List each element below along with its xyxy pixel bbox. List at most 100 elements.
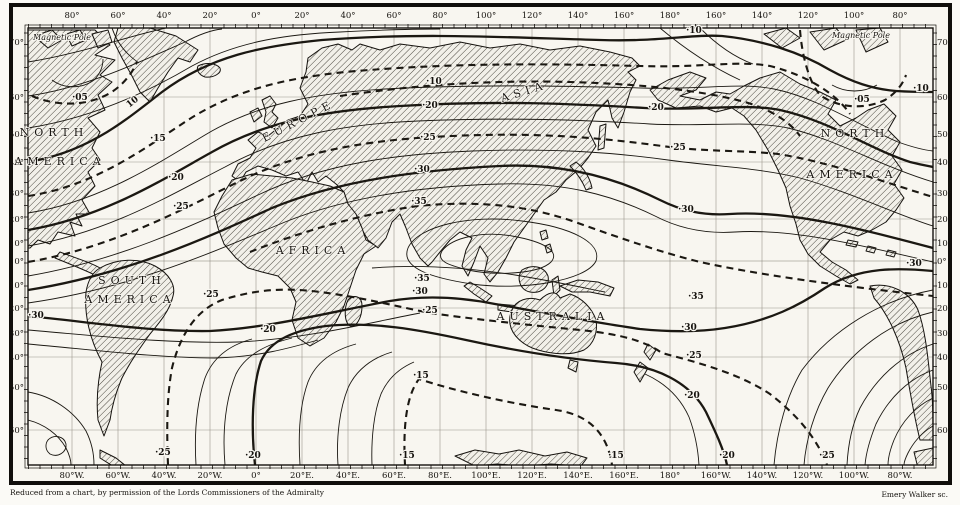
contour-value-label: ·25 — [422, 306, 438, 316]
engraver-credit: Emery Walker sc. — [881, 490, 948, 499]
tick-label-left: 20° — [9, 304, 24, 314]
contour-value-label: ·35 — [411, 197, 427, 207]
isoline-thin — [28, 28, 933, 304]
tick-label-left: 30° — [9, 329, 24, 339]
tick-label-left: 60° — [9, 93, 24, 103]
contour-value-label: ·25 — [819, 451, 835, 461]
longitude-labels-bottom: 80°W. 60°W. 40°W. 20°W. 0° 20°E. 40°E. 60°E. 80°… — [59, 471, 912, 481]
region-label: AFRICA — [275, 244, 351, 257]
tick-label-right: 50° — [937, 383, 952, 393]
tick-label-bottom: 120°W. — [793, 471, 823, 481]
contour-value-label: ·30 — [678, 205, 694, 215]
tick-label-left: 60° — [9, 426, 24, 436]
tick-label-right: 20° — [937, 304, 952, 314]
contour-value-label: ·20 — [260, 325, 276, 335]
tick-label-top: 40° — [156, 11, 171, 21]
contour-value-label: ·30 — [906, 259, 922, 269]
tick-label-left: 40° — [9, 158, 24, 168]
contour-value-label: ·15 — [608, 451, 624, 461]
tick-label-left: 50° — [9, 383, 24, 393]
arctic-island — [65, 29, 87, 47]
tick-label-bottom: 160°W. — [701, 471, 731, 481]
tick-label-bottom: 60°E. — [382, 471, 406, 481]
tick-label-top: 140° — [752, 11, 772, 21]
contour-value-label: ·25 — [203, 290, 219, 300]
tick-label-top: 140° — [568, 11, 588, 21]
antarctica-corner — [913, 447, 933, 465]
region-label: AMERICA — [805, 168, 897, 181]
longitude-labels-top: 80° 60° 40° 20° 0° 20° 40° 60° 80° 100° 120° 140° 16… — [64, 11, 907, 21]
tick-label-right: 30° — [937, 329, 952, 339]
philippines — [539, 229, 549, 241]
tick-label-right: 60° — [937, 426, 952, 436]
isoline-dashed — [28, 29, 933, 465]
tick-label-bottom: 140°E. — [563, 471, 592, 481]
region-label: AMERICA — [83, 293, 175, 306]
tick-label-right: 0° — [937, 257, 947, 267]
magnetic-pole-label: Magnetic Pole — [32, 33, 91, 42]
tick-label-right: 30° — [937, 189, 952, 199]
britain — [261, 95, 279, 129]
australia — [509, 292, 597, 355]
tick-label-top: 0° — [251, 11, 261, 21]
tick-label-bottom: 60°W. — [105, 471, 130, 481]
isoline-thick — [28, 34, 933, 465]
contour-value-label: ·25 — [670, 143, 686, 153]
tick-label-top: 180° — [660, 11, 680, 21]
tick-label-right: 40° — [937, 353, 952, 363]
frame-outer-rule — [24, 24, 937, 469]
region-label: NORTH — [20, 126, 89, 139]
tick-label-top: 60° — [110, 11, 125, 21]
tick-label-left: 0° — [14, 257, 24, 267]
tick-label-bottom: 0° — [251, 471, 261, 481]
contour-value-label: ·25 — [155, 448, 171, 458]
isoline-thin — [28, 289, 933, 465]
contour-value-label: ·10 — [426, 77, 442, 87]
tick-label-top: 60° — [386, 11, 401, 21]
region-label: AMERICA — [13, 155, 105, 168]
tick-label-top: 100° — [476, 11, 496, 21]
tick-label-top: 160° — [614, 11, 634, 21]
tick-label-right: 50° — [937, 130, 952, 140]
tick-label-right: 40° — [937, 158, 952, 168]
degree-ticks — [24, 24, 937, 469]
contour-value-label: ·25 — [686, 351, 702, 361]
tick-label-left: 10° — [9, 281, 24, 291]
latitude-labels-right: 70° 60° 50° 40° 30° 20° 10° 0° 10° 20° 30° 40° 50° 60… — [937, 38, 952, 436]
tick-label-right: 10° — [937, 239, 952, 249]
tick-label-top: 80° — [432, 11, 447, 21]
arctic-island — [763, 28, 801, 49]
tick-label-bottom: 140°W. — [747, 471, 777, 481]
contour-value-label: ·20 — [245, 451, 261, 461]
arctic-island — [33, 29, 63, 49]
tick-label-right: 60° — [937, 93, 952, 103]
tick-label-left: 10° — [9, 239, 24, 249]
contour-value-label: ·25 — [420, 133, 436, 143]
magnetic-pole-labels: Magnetic Pole Magnetic Pole — [31, 30, 891, 43]
tick-label-bottom: 40°E. — [336, 471, 360, 481]
continents — [28, 28, 933, 465]
tick-label-bottom: 80°W. — [59, 471, 84, 481]
greenland — [113, 28, 199, 103]
isoline-curves — [28, 28, 933, 465]
tasmania — [567, 359, 579, 373]
tick-label-top: 160° — [706, 11, 726, 21]
tick-label-bottom: 100°W. — [839, 471, 869, 481]
contour-value-label: ·35 — [688, 292, 704, 302]
tick-label-right: 20° — [937, 215, 952, 225]
contour-value-label: ·25 — [173, 202, 189, 212]
sakhalin — [597, 123, 607, 151]
contour-value-label: ·35 — [414, 274, 430, 284]
tick-label-top: 80° — [64, 11, 79, 21]
contour-value-label: ·10 — [686, 26, 702, 36]
tick-label-top: 100° — [844, 11, 864, 21]
tick-label-right: 10° — [937, 281, 952, 291]
antarctica-coast — [454, 449, 588, 465]
south-georgia — [99, 449, 126, 465]
contour-value-label: ·15 — [413, 371, 429, 381]
tick-label-bottom: 20°E. — [290, 471, 314, 481]
arctic-island — [809, 28, 847, 51]
tick-label-top: 120° — [522, 11, 542, 21]
